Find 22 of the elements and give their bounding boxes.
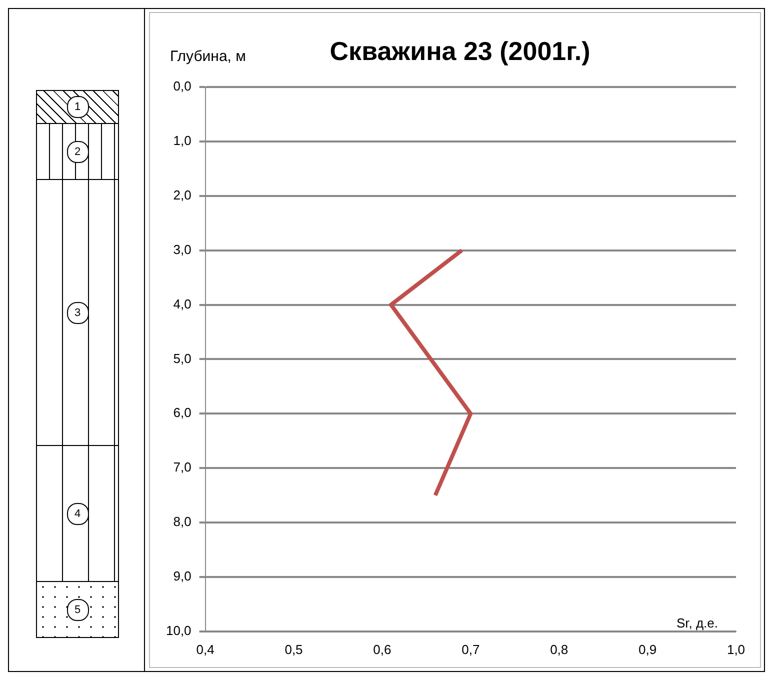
y-tick-label: 3,0 bbox=[173, 242, 192, 257]
x-tick-label: 0,7 bbox=[462, 642, 480, 657]
x-tick-label: 0,5 bbox=[284, 642, 303, 657]
y-tick-label: 8,0 bbox=[173, 514, 192, 530]
x-tick-label: 0,8 bbox=[550, 642, 568, 657]
borehole-column: 1 2 3 4 5 bbox=[36, 90, 119, 638]
chart-title: Скважина 23 (2001г.) bbox=[330, 36, 590, 66]
y-tick-label: 7,0 bbox=[173, 460, 192, 475]
x-tick-label: 0,4 bbox=[196, 642, 214, 657]
y-tick-label: 5,0 bbox=[173, 350, 192, 366]
y-tick-label: 4,0 bbox=[173, 296, 192, 312]
x-tick-label: 1,0 bbox=[726, 642, 746, 657]
y-tick-label: 10,0 bbox=[166, 622, 192, 638]
y-tick-label: 1,0 bbox=[173, 133, 192, 148]
x-axis-title: Sr, д.е. bbox=[676, 615, 718, 630]
y-tick-label: 9,0 bbox=[173, 568, 192, 584]
y-axis-title: Глубина, м bbox=[170, 48, 246, 66]
x-tick-label: 0,9 bbox=[638, 642, 657, 657]
y-tick-label: 2,0 bbox=[173, 187, 192, 202]
x-tick-label: 0,6 bbox=[373, 642, 392, 657]
y-tick-label: 0,0 bbox=[173, 78, 192, 94]
y-tick-label: 6,0 bbox=[173, 405, 192, 420]
